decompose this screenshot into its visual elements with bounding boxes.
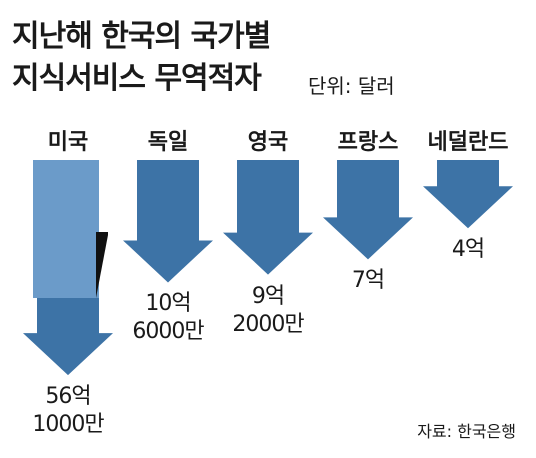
category-label: 영국 bbox=[247, 130, 289, 155]
value-label: 7억 bbox=[351, 268, 385, 294]
chart-title: 지난해 한국의 국가별 지식서비스 무역적자 bbox=[12, 19, 271, 96]
chart-subtitle: 단위: 달러 bbox=[308, 74, 395, 98]
arrow bbox=[123, 160, 213, 283]
value-label: 9억 2000만 bbox=[232, 283, 304, 337]
highlight bbox=[33, 160, 99, 298]
category-label: 독일 bbox=[147, 130, 189, 155]
arrow bbox=[223, 160, 313, 275]
category-label: 네덜란드 bbox=[427, 130, 509, 155]
category-label: 프랑스 bbox=[337, 130, 399, 155]
value-label: 56억 1000만 bbox=[32, 384, 104, 438]
arrow bbox=[323, 160, 413, 260]
arrow bbox=[423, 160, 513, 229]
category-label: 미국 bbox=[47, 130, 89, 155]
source-note: 자료: 한국은행 bbox=[417, 422, 516, 441]
value-label: 4억 bbox=[451, 237, 485, 263]
value-label: 10억 6000만 bbox=[132, 291, 204, 345]
shadow bbox=[96, 232, 108, 298]
